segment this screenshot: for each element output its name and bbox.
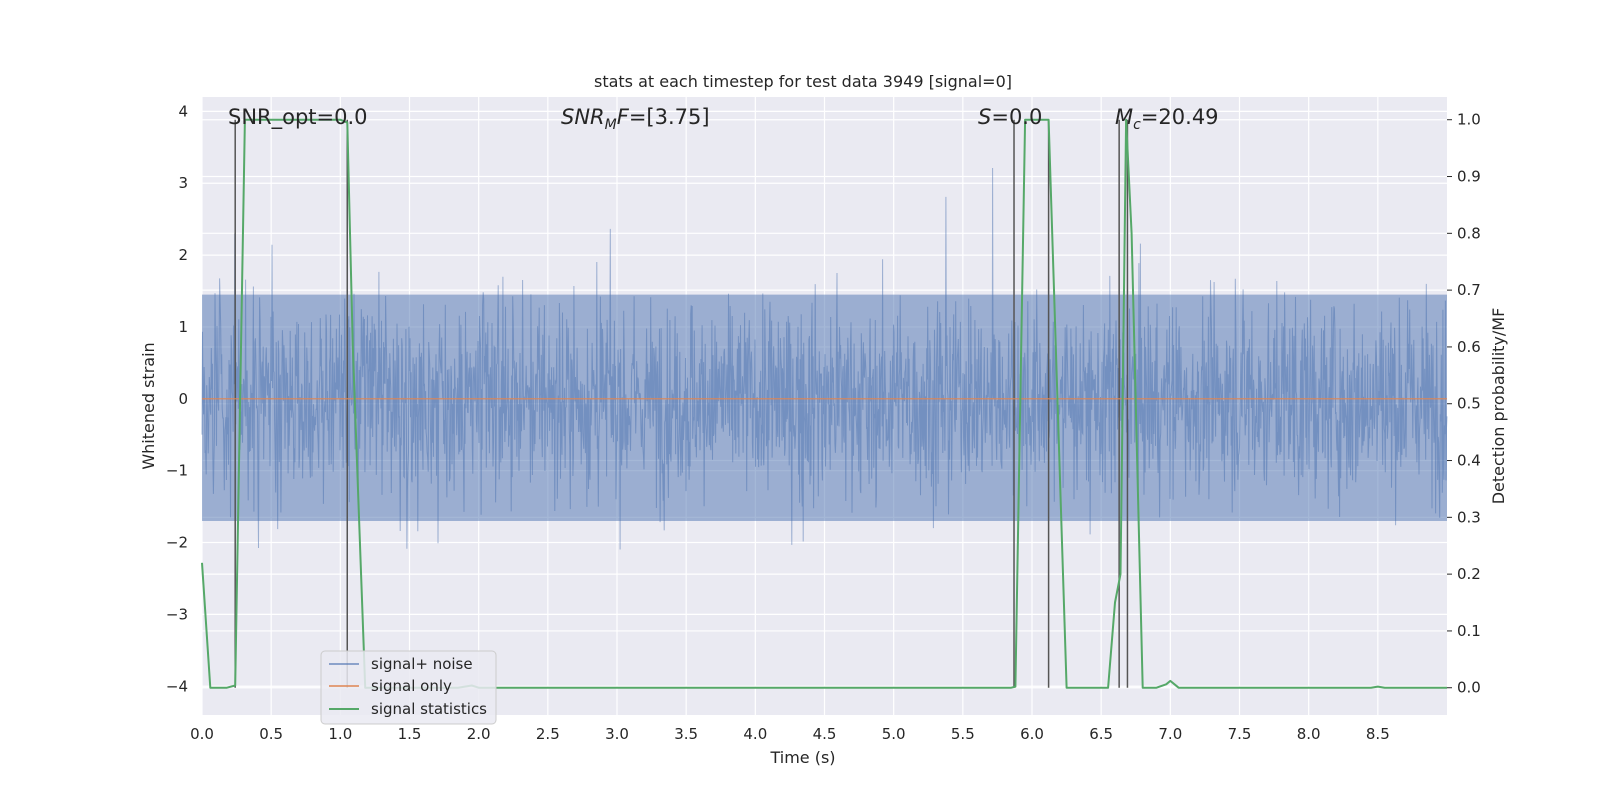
x-tick-label: 4.5: [813, 725, 837, 743]
y-right-tick-label: 0.2: [1457, 565, 1481, 583]
annotation-snr-mf: SNRMF=[3.75]: [561, 105, 710, 133]
x-tick-label: 3.0: [605, 725, 629, 743]
x-tick-label: 8.0: [1297, 725, 1321, 743]
signal-noise-line: [201, 167, 1448, 550]
legend-label-signal-noise: signal+ noise: [371, 655, 473, 673]
x-tick-label: 8.5: [1366, 725, 1390, 743]
x-tick-label: 0.5: [259, 725, 283, 743]
x-tick-label: 0.0: [190, 725, 214, 743]
annotation-snr-opt: SNR_opt=0.0: [228, 105, 368, 130]
chart-title: stats at each timestep for test data 394…: [594, 72, 1012, 91]
y-left-tick-label: −2: [166, 534, 188, 552]
y-right-tick-label: 0.0: [1457, 679, 1481, 697]
vertical-markers: [234, 119, 1129, 688]
y-left-tick-label: 4: [178, 102, 188, 120]
signal-statistics-line: [201, 118, 1447, 689]
annotation-s-value: =0.0: [991, 105, 1042, 129]
x-tick-label: 5.0: [882, 725, 906, 743]
y-right-tick-label: 0.3: [1457, 508, 1481, 526]
line-series: [201, 118, 1447, 689]
x-tick-label: 7.0: [1158, 725, 1182, 743]
y-left-tick-label: 3: [178, 174, 188, 192]
legend-label-signal-only: signal only: [371, 677, 452, 695]
y-right-tick-label: 0.6: [1457, 338, 1481, 356]
legend-label-signal-statistics: signal statistics: [371, 700, 487, 718]
x-tick-label: 5.5: [951, 725, 975, 743]
x-tick-label: 1.5: [398, 725, 422, 743]
x-tick-label: 1.0: [328, 725, 352, 743]
annotation-mc: Mc=20.49: [1115, 105, 1219, 133]
annotation-mc-value: =20.49: [1141, 105, 1219, 129]
y-left-tick-label: 0: [178, 390, 188, 408]
y-left-tick-label: 1: [178, 318, 188, 336]
y-right-tick-label: 0.7: [1457, 281, 1481, 299]
x-axis-label: Time (s): [769, 748, 835, 767]
x-tick-label: 2.0: [467, 725, 491, 743]
y-right-tick-label: 0.1: [1457, 622, 1481, 640]
x-tick-label: 6.5: [1089, 725, 1113, 743]
x-tick-label: 2.5: [536, 725, 560, 743]
annotation-s: S=0.0: [978, 105, 1042, 129]
signal-noise-series: [201, 167, 1448, 550]
annotation-snr-mf-value: =[3.75]: [629, 105, 710, 129]
y-right-tick-label: 0.5: [1457, 395, 1481, 413]
x-tick-label: 4.0: [743, 725, 767, 743]
y-axis-label-left: Whitened strain: [139, 342, 158, 469]
x-tick-label: 3.5: [674, 725, 698, 743]
y-left-tick-label: −1: [166, 462, 188, 480]
y-left-tick-label: −4: [166, 677, 188, 695]
y-right-tick-label: 0.4: [1457, 452, 1481, 470]
ticks: 0.0 0.5 1.0 1.5 2.0 2.5 3.0 3.5 4.0 4.5 5.0 5.5 6.0 6…: [166, 102, 1481, 743]
y-right-tick-label: 1.0: [1457, 111, 1481, 129]
legend-box: [320, 650, 497, 725]
x-tick-label: 6.0: [1020, 725, 1044, 743]
y-right-tick-label: 0.9: [1457, 168, 1481, 186]
y-left-tick-label: −3: [166, 605, 188, 623]
y-left-tick-label: 2: [178, 246, 188, 264]
y-right-tick-label: 0.8: [1457, 224, 1481, 242]
x-tick-label: 7.5: [1228, 725, 1252, 743]
y-axis-label-right: Detection probability/MF: [1489, 308, 1508, 505]
legend: signal+ noise signal only signal statist…: [320, 650, 497, 725]
